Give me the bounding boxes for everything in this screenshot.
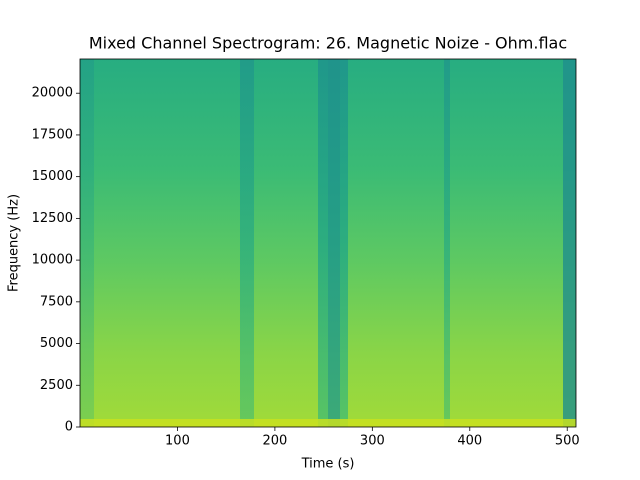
chart-title: Mixed Channel Spectrogram: 26. Magnetic … [89, 34, 567, 53]
x-tick-label: 400 [457, 434, 482, 449]
y-tick-label: 0 [65, 420, 73, 435]
spectrogram-image [80, 59, 576, 427]
y-tick-label: 20000 [32, 86, 73, 101]
y-axis-label: Frequency (Hz) [7, 194, 22, 292]
y-tick-label: 10000 [32, 253, 73, 268]
y-tick-label: 12500 [32, 211, 73, 226]
plot-frame [79, 58, 577, 428]
x-tick-label: 500 [555, 434, 580, 449]
y-tick-label: 2500 [40, 378, 73, 393]
x-tick-label: 200 [262, 434, 287, 449]
x-axis-label: Time (s) [301, 457, 355, 472]
x-tick-label: 100 [165, 434, 190, 449]
y-tick-label: 17500 [32, 127, 73, 142]
y-tick-label: 15000 [32, 169, 73, 184]
y-tick-label: 5000 [40, 336, 73, 351]
y-tick-label: 7500 [40, 294, 73, 309]
x-tick-label: 300 [360, 434, 385, 449]
